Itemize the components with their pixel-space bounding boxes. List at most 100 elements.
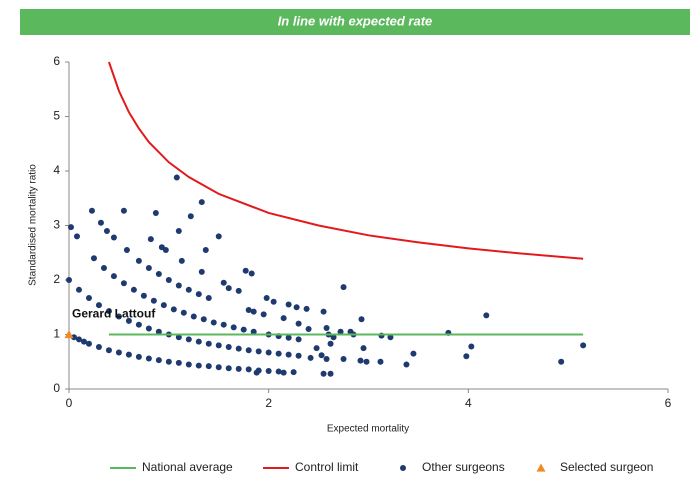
point — [265, 349, 272, 356]
point — [580, 342, 587, 349]
point — [307, 354, 314, 361]
legend-label: Selected surgeon — [560, 460, 653, 474]
point — [337, 328, 344, 335]
point — [295, 336, 302, 343]
point — [135, 257, 142, 264]
point — [235, 287, 242, 294]
y-tick-label: 0 — [53, 381, 60, 395]
point — [242, 267, 249, 274]
point — [280, 315, 287, 322]
point — [180, 309, 187, 316]
point — [323, 324, 330, 331]
point — [70, 334, 77, 341]
point — [178, 257, 185, 264]
point — [145, 325, 152, 332]
point — [185, 336, 192, 343]
point — [95, 344, 102, 351]
point — [175, 359, 182, 366]
point — [110, 273, 117, 280]
point — [125, 351, 132, 358]
point — [205, 363, 212, 370]
point — [200, 316, 207, 323]
point — [360, 345, 367, 352]
point — [165, 358, 172, 365]
point — [323, 356, 330, 363]
point — [215, 233, 222, 240]
point — [285, 351, 292, 358]
point — [80, 338, 87, 345]
point — [363, 358, 370, 365]
point — [105, 308, 112, 315]
point — [185, 286, 192, 293]
point — [263, 294, 270, 301]
banner — [20, 9, 690, 35]
point — [327, 340, 334, 347]
point — [340, 284, 347, 291]
y-tick-label: 5 — [53, 109, 60, 123]
legend-label: Other surgeons — [422, 460, 505, 474]
point — [387, 334, 394, 341]
y-tick-label: 4 — [53, 163, 60, 177]
point — [130, 286, 137, 293]
point — [175, 227, 182, 234]
point — [202, 247, 209, 254]
point — [320, 308, 327, 315]
point — [97, 219, 104, 226]
point — [318, 352, 325, 359]
point — [293, 304, 300, 311]
annotation: Gerard Lattouf — [72, 307, 156, 321]
point — [105, 347, 112, 354]
point — [160, 302, 167, 309]
point — [198, 268, 205, 275]
point — [165, 277, 172, 283]
point — [275, 368, 282, 375]
x-tick-label: 6 — [665, 396, 672, 410]
x-tick-label: 2 — [265, 396, 272, 410]
point — [73, 233, 80, 240]
point — [250, 328, 257, 335]
point — [253, 369, 260, 376]
point — [140, 292, 147, 299]
series-line — [107, 61, 584, 260]
point — [195, 338, 202, 345]
x-tick-label: 0 — [66, 396, 73, 410]
point — [313, 345, 320, 352]
point — [103, 227, 110, 234]
point — [230, 324, 237, 331]
point — [225, 285, 232, 292]
legend-swatch — [536, 463, 546, 472]
point — [115, 349, 122, 356]
point — [463, 353, 470, 360]
point — [378, 332, 385, 339]
point — [120, 280, 127, 287]
y-tick-label: 6 — [53, 54, 60, 68]
point — [235, 365, 242, 372]
point — [215, 342, 222, 349]
point — [145, 265, 152, 272]
point — [215, 364, 222, 371]
point — [135, 353, 142, 360]
point — [110, 234, 117, 241]
point — [100, 265, 107, 272]
point — [135, 321, 142, 328]
point — [410, 350, 417, 357]
point — [85, 340, 92, 347]
point — [290, 369, 297, 376]
point — [358, 316, 365, 323]
point — [220, 321, 227, 328]
point — [245, 306, 252, 313]
y-axis-title: Standardised mortality ratio — [28, 164, 39, 286]
point — [205, 340, 212, 347]
legend-swatch — [400, 465, 406, 471]
point — [240, 326, 247, 333]
point — [483, 312, 490, 319]
point — [270, 298, 277, 305]
point — [75, 286, 82, 293]
point — [88, 207, 95, 214]
point — [115, 313, 122, 320]
point — [275, 350, 282, 357]
point — [155, 357, 162, 364]
point — [67, 224, 74, 231]
point — [235, 345, 242, 352]
point — [558, 358, 565, 365]
